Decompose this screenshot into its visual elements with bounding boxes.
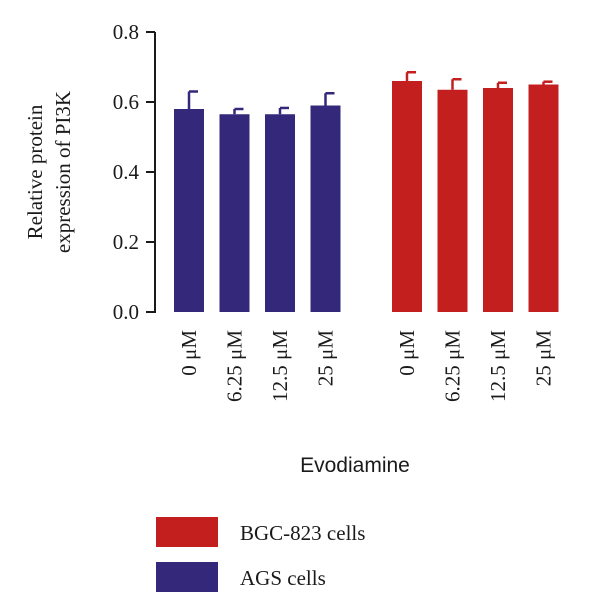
x-tick-label: 25 μM xyxy=(532,330,556,387)
bar xyxy=(310,105,341,312)
x-tick-label: 6.25 μM xyxy=(223,330,247,402)
y-axis-title-line: expression of PI3K xyxy=(51,91,75,253)
x-tick-label: 6.25 μM xyxy=(441,330,465,402)
y-axis-title: Relative protein expression of PI3K xyxy=(23,91,75,253)
x-tick-label: 12.5 μM xyxy=(268,330,292,402)
bar xyxy=(528,84,559,312)
legend-swatch xyxy=(156,517,218,547)
bar xyxy=(437,89,468,312)
x-tick-label: 0 μM xyxy=(395,330,419,376)
y-tick-label: 0.4 xyxy=(113,160,140,184)
bar xyxy=(392,81,422,312)
y-tick-label: 0.2 xyxy=(113,230,139,254)
x-tick-label: 12.5 μM xyxy=(486,330,510,402)
y-tick-label: 0.6 xyxy=(113,90,139,114)
y-tick-label: 0.0 xyxy=(113,300,139,324)
x-tick-label: 0 μM xyxy=(177,330,201,376)
bar xyxy=(174,109,204,312)
y-tick-label: 0.8 xyxy=(113,20,139,44)
legend-label: BGC-823 cells xyxy=(240,521,365,545)
x-axis-categories: 0 μM 6.25 μM 12.5 μM 25 μM 0 μM 6.25 μM 12.5 μ… xyxy=(177,330,556,402)
bar xyxy=(483,88,513,312)
bars xyxy=(174,71,559,312)
bar xyxy=(265,114,295,312)
legend: BGC-823 cells AGS cells xyxy=(156,517,365,592)
legend-swatch xyxy=(156,562,218,592)
y-axis-title-line: Relative protein xyxy=(23,104,47,239)
y-axis: 0.0 0.2 0.4 0.6 0.8 xyxy=(113,20,156,324)
x-axis-title: Evodiamine xyxy=(300,454,410,477)
x-tick-label: 25 μM xyxy=(314,330,338,387)
bar xyxy=(219,114,250,312)
legend-label: AGS cells xyxy=(240,566,326,590)
